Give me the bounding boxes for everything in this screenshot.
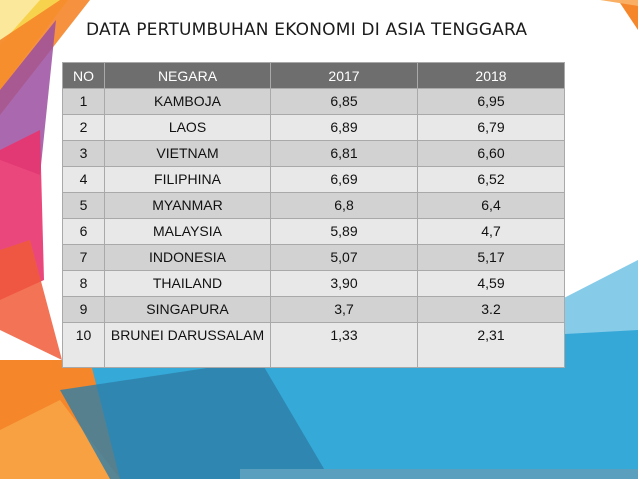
cell-2018: 3.2 (417, 296, 565, 323)
cell-2017: 3,90 (270, 270, 418, 297)
cell-no: 9 (62, 296, 105, 323)
table-row: 10 BRUNEI DARUSSALAM 1,33 2,31 (62, 322, 565, 368)
orange-corner-top-right (618, 0, 638, 30)
cell-no: 10 (62, 322, 105, 368)
cell-2017: 6,81 (270, 140, 418, 167)
table-row: 7 INDONESIA 5,07 5,17 (62, 244, 565, 271)
cell-2017: 3,7 (270, 296, 418, 323)
cell-no: 3 (62, 140, 105, 167)
header-no: NO (62, 62, 105, 89)
table-row: 2 LAOS 6,89 6,79 (62, 114, 565, 141)
cell-country: VIETNAM (104, 140, 271, 167)
cell-2017: 1,33 (270, 322, 418, 368)
cell-2018: 6,79 (417, 114, 565, 141)
cell-country: SINGAPURA (104, 296, 271, 323)
cell-2018: 6,60 (417, 140, 565, 167)
cell-2018: 6,52 (417, 166, 565, 193)
cell-country: MALAYSIA (104, 218, 271, 245)
cell-no: 2 (62, 114, 105, 141)
cell-2018: 2,31 (417, 322, 565, 368)
cell-no: 7 (62, 244, 105, 271)
cell-no: 4 (62, 166, 105, 193)
header-2017: 2017 (270, 62, 418, 89)
cell-country: FILIPHINA (104, 166, 271, 193)
cell-no: 8 (62, 270, 105, 297)
purple-shape (0, 20, 56, 175)
red-shape (0, 240, 62, 360)
page-title: DATA PERTUMBUHAN EKONOMI DI ASIA TENGGAR… (86, 20, 528, 40)
cell-2018: 6,95 (417, 88, 565, 115)
cell-2018: 5,17 (417, 244, 565, 271)
cell-no: 5 (62, 192, 105, 219)
cell-2017: 5,89 (270, 218, 418, 245)
cell-2017: 6,89 (270, 114, 418, 141)
cell-2018: 4,7 (417, 218, 565, 245)
bottom-bar (240, 469, 638, 479)
dark-blue-shape (60, 360, 330, 479)
blue-right-shape (560, 260, 638, 370)
table-row: 1 KAMBOJA 6,85 6,95 (62, 88, 565, 115)
cell-no: 1 (62, 88, 105, 115)
cell-country: INDONESIA (104, 244, 271, 271)
cell-2017: 5,07 (270, 244, 418, 271)
cell-country: MYANMAR (104, 192, 271, 219)
cell-no: 6 (62, 218, 105, 245)
table-row: 6 MALAYSIA 5,89 4,7 (62, 218, 565, 245)
cell-2017: 6,69 (270, 166, 418, 193)
cell-2017: 6,85 (270, 88, 418, 115)
cell-country: KAMBOJA (104, 88, 271, 115)
economic-growth-table: NO NEGARA 2017 2018 1 KAMBOJA 6,85 6,95 … (62, 62, 565, 368)
table-row: 8 THAILAND 3,90 4,59 (62, 270, 565, 297)
cell-country: BRUNEI DARUSSALAM (104, 322, 271, 368)
table-row: 3 VIETNAM 6,81 6,60 (62, 140, 565, 167)
table-header-row: NO NEGARA 2017 2018 (62, 62, 565, 89)
cell-2017: 6,8 (270, 192, 418, 219)
orange-light-corner (600, 0, 638, 6)
cell-2018: 6,4 (417, 192, 565, 219)
cell-country: LAOS (104, 114, 271, 141)
cell-2018: 4,59 (417, 270, 565, 297)
table-row: 5 MYANMAR 6,8 6,4 (62, 192, 565, 219)
orange-light-bottom (0, 400, 120, 479)
header-negara: NEGARA (104, 62, 271, 89)
cell-country: THAILAND (104, 270, 271, 297)
table-row: 9 SINGAPURA 3,7 3.2 (62, 296, 565, 323)
table-row: 4 FILIPHINA 6,69 6,52 (62, 166, 565, 193)
header-2018: 2018 (417, 62, 565, 89)
